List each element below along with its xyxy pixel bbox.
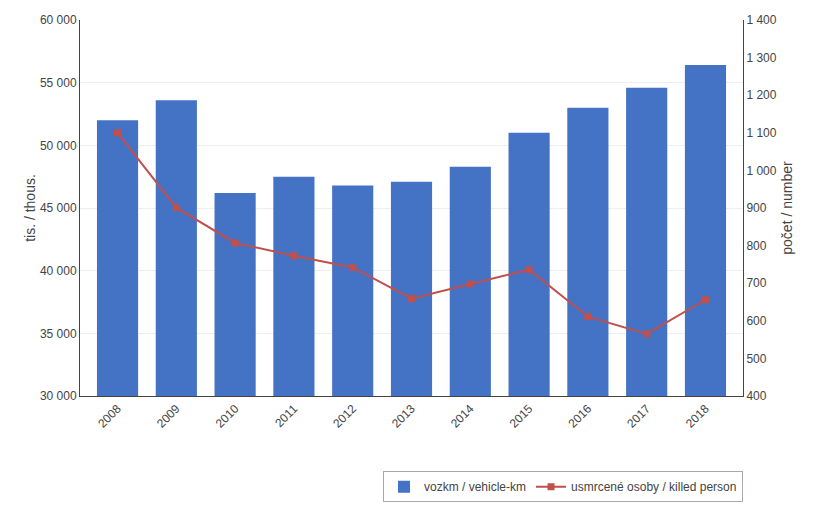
svg-text:45 000: 45 000 [40,201,77,215]
svg-text:2013: 2013 [389,402,418,431]
svg-text:2012: 2012 [330,402,359,431]
svg-text:2010: 2010 [213,402,242,431]
svg-text:400: 400 [746,389,766,403]
svg-text:tis. / thous.: tis. / thous. [22,174,38,242]
svg-text:1 200: 1 200 [746,88,776,102]
svg-text:2015: 2015 [507,402,536,431]
svg-text:900: 900 [746,201,766,215]
svg-text:60 000: 60 000 [40,13,77,27]
svg-text:30 000: 30 000 [40,389,77,403]
svg-text:55 000: 55 000 [40,76,77,90]
svg-text:vozkm / vehicle-km: vozkm / vehicle-km [424,480,526,494]
svg-text:50 000: 50 000 [40,139,77,153]
svg-text:2014: 2014 [448,402,477,431]
svg-text:2017: 2017 [624,402,653,431]
svg-text:700: 700 [746,276,766,290]
svg-text:500: 500 [746,352,766,366]
svg-text:2016: 2016 [565,402,594,431]
svg-text:1 300: 1 300 [746,51,776,65]
svg-text:1 100: 1 100 [746,126,776,140]
svg-text:1 400: 1 400 [746,13,776,27]
svg-text:počet / number: počet / number [779,161,795,255]
svg-text:40 000: 40 000 [40,264,77,278]
svg-text:2011: 2011 [272,402,300,430]
svg-text:800: 800 [746,239,766,253]
svg-text:600: 600 [746,314,766,328]
svg-text:35 000: 35 000 [40,327,77,341]
svg-text:usmrcené osoby / killed person: usmrcené osoby / killed person [571,480,736,494]
svg-text:2008: 2008 [95,402,124,431]
svg-text:1 000: 1 000 [746,164,776,178]
svg-text:2018: 2018 [683,402,712,431]
svg-text:2009: 2009 [154,402,183,431]
